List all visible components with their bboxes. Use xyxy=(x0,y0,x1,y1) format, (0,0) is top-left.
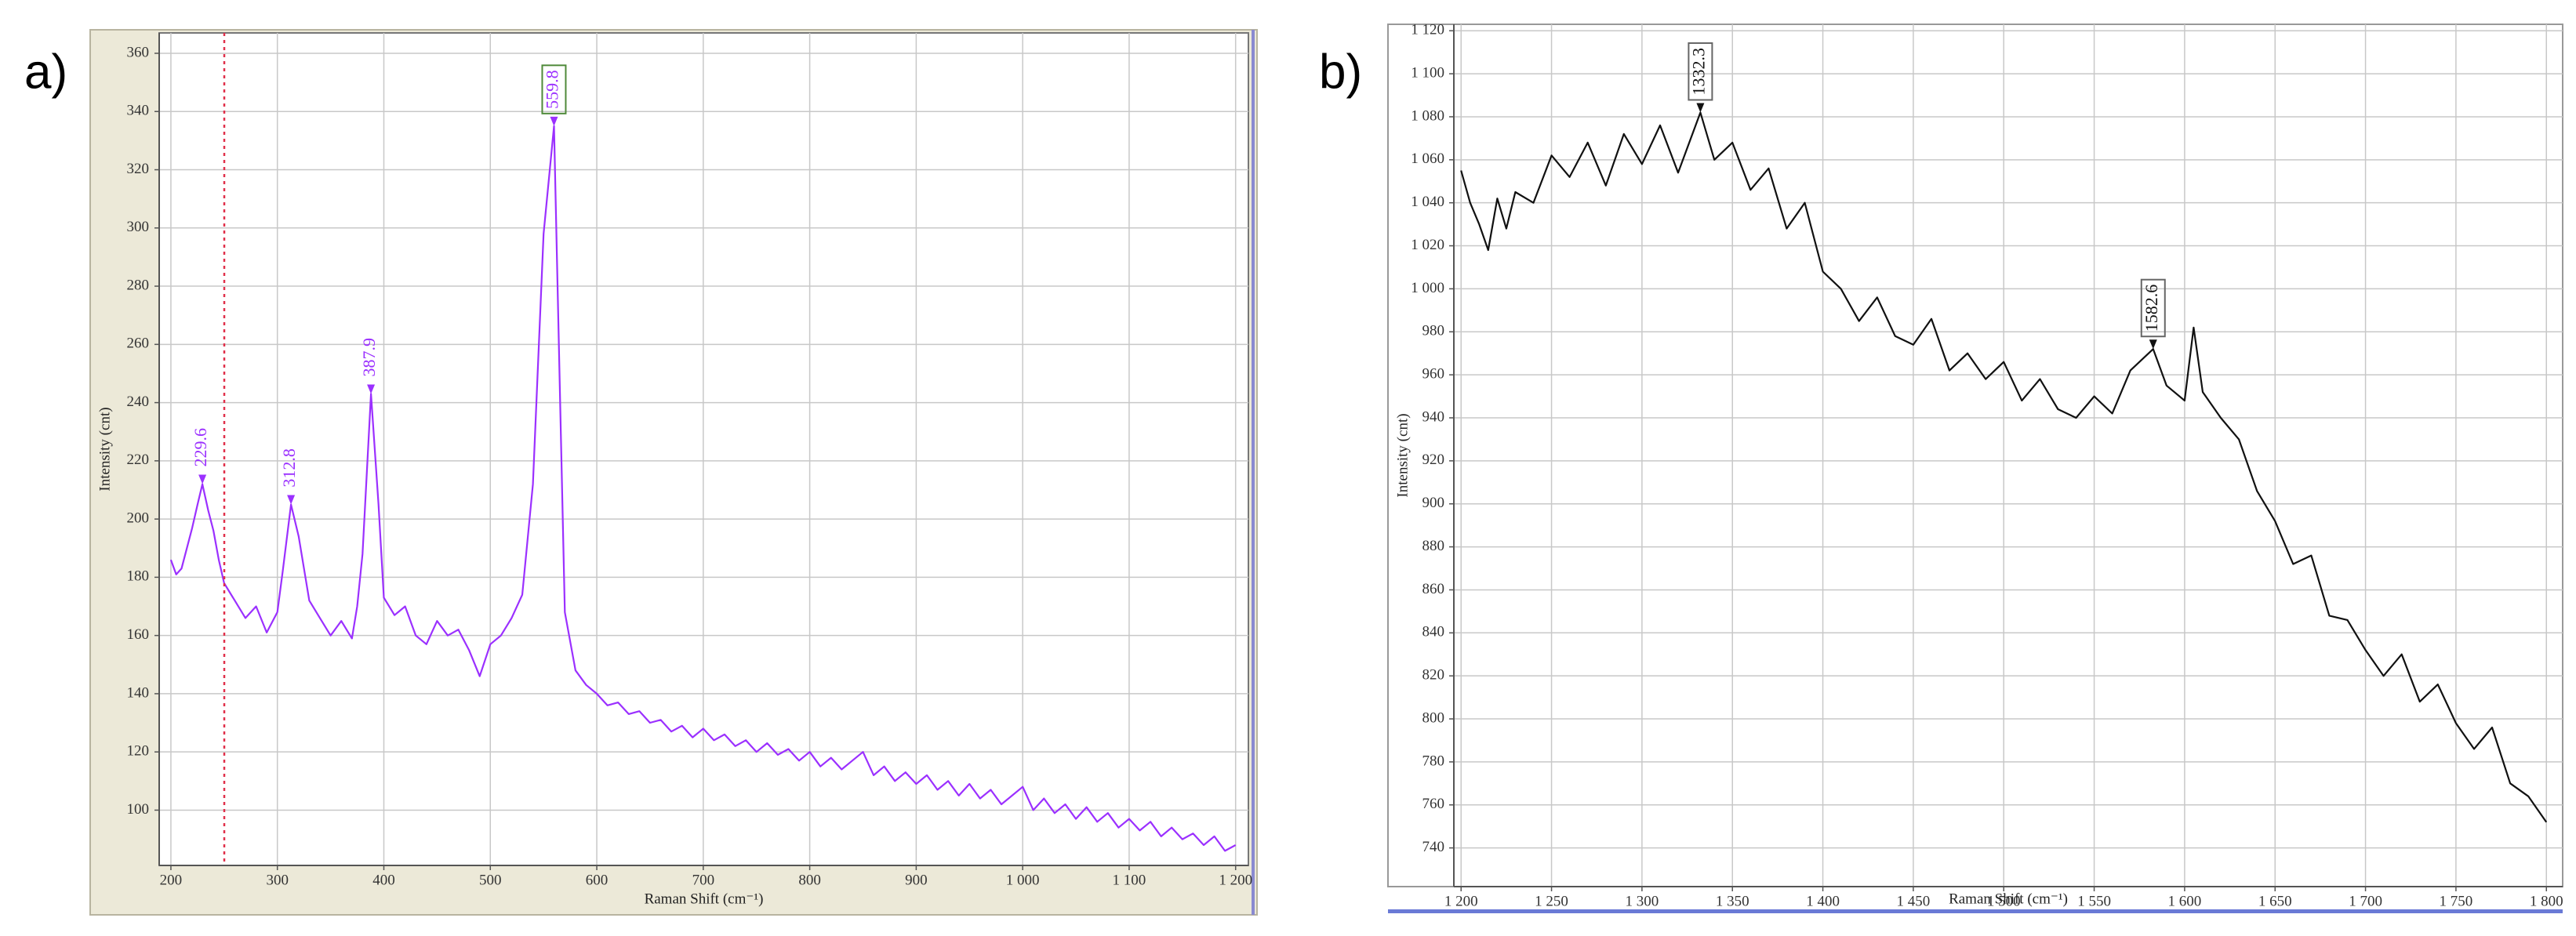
x-tick-label: 1 700 xyxy=(2349,893,2382,909)
peak-marker xyxy=(1696,103,1705,113)
y-tick-label: 1 000 xyxy=(1411,280,1444,296)
x-tick-label: 1 200 xyxy=(1219,872,1252,888)
y-tick-label: 120 xyxy=(127,743,150,760)
x-tick-label: 300 xyxy=(266,872,289,888)
spectrum-line xyxy=(1460,111,2548,823)
y-tick-label: 920 xyxy=(1422,452,1445,468)
charts: a) 100 120 140 160 180 200 220 240 260 280 300 320 34… xyxy=(24,22,2563,910)
x-tick-label: 1 650 xyxy=(2258,893,2292,909)
y-tick-label: 960 xyxy=(1422,365,1445,382)
y-tick-label: 800 xyxy=(1422,709,1445,726)
y-tick-label: 100 xyxy=(127,801,150,818)
x-tick-label: 1 400 xyxy=(1806,893,1840,909)
peak-label-box xyxy=(1688,42,1713,101)
y-tick-label: 180 xyxy=(127,568,150,585)
x-tick-label: 500 xyxy=(479,872,502,888)
x-tick-label: 600 xyxy=(586,872,609,888)
y-tick-label: 300 xyxy=(127,219,150,235)
y-axis-title: Intensity (cnt) xyxy=(96,407,113,491)
y-tick-label: 740 xyxy=(1422,839,1445,855)
x-tick-label: 200 xyxy=(160,872,183,888)
y-tick-label: 340 xyxy=(127,103,150,119)
panel-label: b) xyxy=(1319,45,1362,99)
x-tick-label: 800 xyxy=(798,872,821,888)
y-tick-label: 320 xyxy=(127,161,150,177)
y-tick-label: 200 xyxy=(127,510,150,526)
peak-marker xyxy=(287,495,296,505)
y-tick-label: 900 xyxy=(1422,495,1445,511)
x-tick-label: 1 600 xyxy=(2168,893,2202,909)
y-tick-label: 140 xyxy=(127,684,150,701)
panel-edge xyxy=(1252,30,1255,915)
peak-label-box xyxy=(2140,278,2166,338)
y-tick-label: 1 020 xyxy=(1411,237,1444,253)
x-tick-label: 1 450 xyxy=(1897,893,1931,909)
y-tick-label: 280 xyxy=(127,277,150,293)
peak-label: 1582.6 xyxy=(2142,285,2161,332)
y-tick-label: 760 xyxy=(1422,796,1445,812)
peak-marker xyxy=(2149,339,2157,350)
peak-label-box xyxy=(541,64,567,114)
x-axis-title: Raman Shift (cm⁻¹) xyxy=(1949,891,2068,907)
y-tick-label: 820 xyxy=(1422,667,1445,684)
x-tick-label: 1 100 xyxy=(1113,872,1146,888)
peak-marker xyxy=(367,384,376,394)
peak-label: 229.6 xyxy=(191,428,210,467)
y-tick-label: 1 100 xyxy=(1411,64,1444,81)
y-tick-label: 360 xyxy=(127,44,150,60)
peak-label: 387.9 xyxy=(359,338,379,376)
y-tick-label: 240 xyxy=(127,394,150,410)
peak-label: 312.8 xyxy=(279,448,299,488)
peak-label: 559.8 xyxy=(543,70,562,109)
y-tick-label: 1 120 xyxy=(1411,22,1444,38)
peak-marker xyxy=(550,116,558,126)
peak-marker xyxy=(198,474,207,484)
peak-label: 1332.3 xyxy=(1688,48,1708,96)
y-tick-label: 980 xyxy=(1422,323,1445,339)
x-tick-label: 1 350 xyxy=(1716,893,1749,909)
x-tick-label: 900 xyxy=(905,872,928,888)
y-tick-label: 260 xyxy=(127,336,150,352)
y-tick-label: 840 xyxy=(1422,624,1445,640)
y-tick-label: 860 xyxy=(1422,581,1445,597)
y-tick-label: 1 080 xyxy=(1411,107,1444,124)
x-tick-label: 1 550 xyxy=(2077,893,2111,909)
y-tick-label: 1 040 xyxy=(1411,194,1444,210)
x-tick-label: 1 800 xyxy=(2530,893,2563,909)
panel-edge xyxy=(1388,909,2563,913)
x-tick-label: 1 200 xyxy=(1444,893,1478,909)
x-tick-label: 400 xyxy=(372,872,395,888)
y-tick-label: 780 xyxy=(1422,753,1445,769)
panel-frame xyxy=(1387,24,2563,887)
y-tick-label: 220 xyxy=(127,452,150,468)
y-tick-label: 160 xyxy=(127,626,150,643)
y-axis-title: Intensity (cnt) xyxy=(1394,413,1411,497)
panel-label: a) xyxy=(24,45,67,99)
y-tick-label: 880 xyxy=(1422,538,1445,554)
y-tick-label: 1 060 xyxy=(1411,151,1444,167)
x-tick-label: 700 xyxy=(692,872,715,888)
y-tick-label: 940 xyxy=(1422,408,1445,425)
spectrum-line xyxy=(169,125,1237,852)
x-tick-label: 1 300 xyxy=(1626,893,1659,909)
x-tick-label: 1 500 xyxy=(1987,893,2021,909)
x-tick-label: 1 750 xyxy=(2440,893,2473,909)
x-tick-label: 1 000 xyxy=(1006,872,1040,888)
x-tick-label: 1 250 xyxy=(1535,893,1568,909)
x-axis-title: Raman Shift (cm⁻¹) xyxy=(645,891,764,907)
